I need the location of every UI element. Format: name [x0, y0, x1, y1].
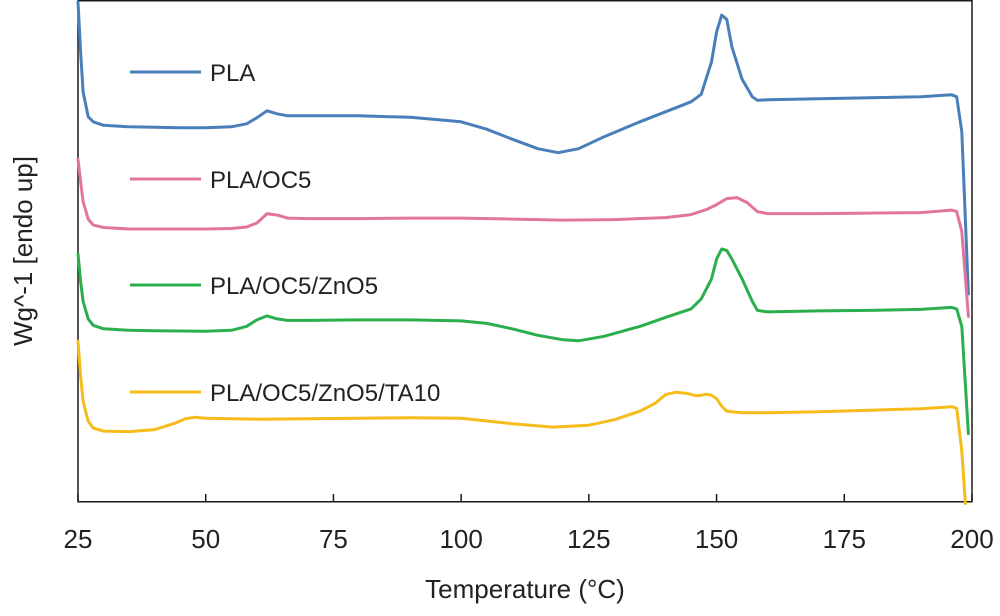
legend-label-1: PLA/OC5 — [210, 167, 311, 194]
series-line-0 — [76, 0, 970, 296]
legend-label-2: PLA/OC5/ZnO5 — [210, 273, 378, 300]
x-axis-label: Temperature (°C) — [425, 574, 625, 604]
series-line-2 — [76, 247, 970, 436]
x-tick-label-2: 75 — [319, 524, 348, 554]
legend-label-3: PLA/OC5/ZnO5/TA10 — [210, 380, 440, 407]
x-tick-label-7: 200 — [950, 524, 993, 554]
legend: PLA PLA/OC5 PLA/OC5/ZnO5 PLA/OC5/ZnO5/TA10 — [130, 60, 440, 407]
x-tick-label-3: 100 — [439, 524, 482, 554]
series-line-3 — [76, 339, 967, 505]
x-tick-label-4: 125 — [567, 524, 610, 554]
series-line-1 — [76, 157, 970, 318]
y-axis-label: Wg^-1 [endo up] — [8, 156, 38, 346]
legend-label-0: PLA — [210, 60, 255, 87]
x-axis-ticks: 25 50 75 100 125 150 175 200 — [64, 494, 994, 554]
x-tick-label-6: 175 — [823, 524, 866, 554]
plot-frame — [77, 0, 973, 503]
x-tick-label-1: 50 — [191, 524, 220, 554]
x-tick-label-0: 25 — [64, 524, 93, 554]
series-layer — [76, 0, 970, 505]
x-tick-label-5: 150 — [695, 524, 738, 554]
